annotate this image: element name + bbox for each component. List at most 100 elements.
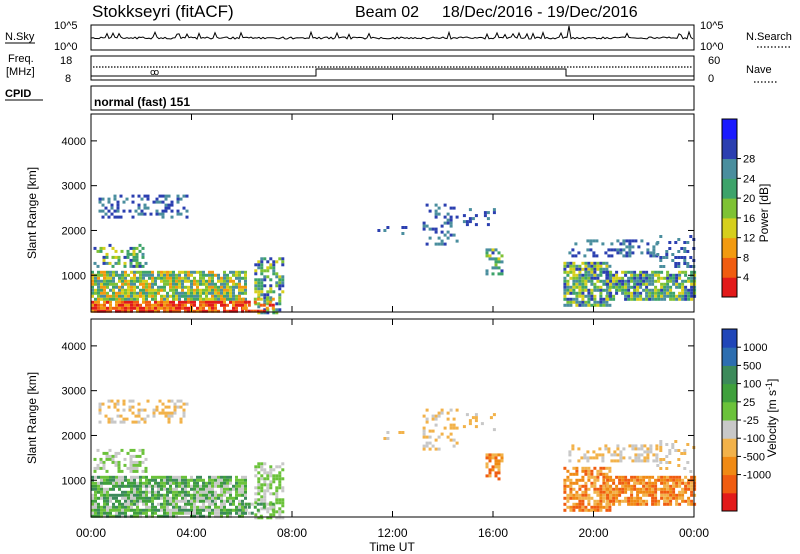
scatter-cell — [690, 502, 694, 506]
scatter-cell — [581, 291, 585, 295]
scatter-cell — [214, 306, 217, 310]
scatter-cell — [169, 309, 172, 313]
scatter-cell — [449, 218, 453, 222]
scatter-cell — [648, 493, 652, 497]
scatter-cell — [103, 291, 106, 295]
scatter-cell — [202, 484, 205, 488]
scatter-cell — [589, 456, 593, 460]
scatter-cell — [569, 508, 573, 512]
scatter-cell — [674, 265, 678, 268]
scatter-cell — [563, 270, 567, 274]
scatter-cell — [605, 264, 609, 268]
scatter-cell — [184, 306, 187, 310]
scatter-cell — [440, 411, 444, 415]
scatter-cell — [133, 300, 136, 304]
scatter-cell — [160, 505, 163, 509]
scatter-cell — [656, 464, 660, 467]
scatter-cell — [157, 306, 160, 310]
scatter-cell — [500, 272, 504, 276]
scatter-cell — [166, 502, 169, 506]
scatter-cell — [269, 465, 273, 469]
scatter-cell — [121, 276, 124, 280]
scatter-cell — [593, 508, 597, 512]
scatter-cell — [672, 297, 676, 301]
scatter-cell — [112, 502, 115, 506]
colorbar-swatch — [722, 277, 737, 298]
scatter-cell — [497, 260, 501, 264]
scatter-cell — [176, 200, 180, 204]
scatter-cell — [572, 496, 576, 500]
freq-tick-lo: 8 — [65, 73, 71, 85]
scatter-cell — [187, 279, 190, 283]
scatter-cell — [164, 414, 168, 418]
scatter-cell — [235, 309, 238, 313]
scatter-cell — [666, 294, 670, 298]
scatter-cell — [217, 481, 220, 485]
scatter-cell — [100, 481, 103, 485]
scatter-cell — [494, 462, 498, 466]
scatter-cell — [238, 484, 241, 488]
scatter-cell — [581, 466, 585, 470]
scatter-cell — [275, 486, 279, 490]
scatter-cell — [199, 490, 202, 494]
scatter-cell — [645, 502, 649, 506]
scatter-cell — [678, 282, 682, 286]
scatter-cell — [599, 300, 603, 304]
scatter-cell — [139, 478, 142, 482]
scatter-cell — [587, 303, 591, 307]
scatter-cell — [97, 297, 100, 301]
scatter-cell — [175, 502, 178, 506]
scatter-cell — [151, 306, 154, 310]
scatter-cell — [142, 484, 145, 488]
scatter-cell — [139, 481, 142, 485]
scatter-cell — [121, 484, 124, 488]
scatter-cell — [462, 425, 466, 429]
scatter-cell — [121, 288, 124, 292]
scatter-cell — [642, 481, 646, 485]
scatter-cell — [208, 481, 211, 485]
scatter-cell — [164, 203, 168, 207]
scatter-cell — [275, 272, 279, 276]
scatter-cell — [118, 484, 121, 488]
scatter-cell — [639, 273, 643, 277]
scatter-cell — [602, 493, 606, 497]
scatter-cell — [675, 282, 679, 286]
scatter-cell — [621, 481, 625, 485]
scatter-cell — [109, 300, 112, 304]
scatter-cell — [624, 481, 628, 485]
scatter-cell — [121, 306, 124, 310]
scatter-cell — [211, 273, 214, 277]
scatter-cell — [137, 203, 141, 207]
scatter-cell — [446, 218, 450, 222]
scatter-cell — [238, 511, 241, 515]
scatter-cell — [624, 285, 628, 289]
scatter-cell — [122, 399, 126, 403]
scatter-cell — [660, 490, 664, 494]
scatter-cell — [690, 285, 694, 289]
scatter-cell — [135, 258, 139, 262]
scatter-cell — [666, 285, 670, 289]
scatter-cell — [178, 484, 181, 488]
scatter-cell — [587, 276, 591, 280]
scatter-cell — [123, 457, 127, 461]
scatter-cell — [124, 478, 127, 482]
scatter-cell — [133, 291, 136, 295]
scatter-cell — [148, 276, 151, 280]
scatter-cell — [112, 273, 115, 277]
scatter-cell — [139, 511, 142, 515]
scatter-cell — [474, 223, 478, 227]
freq-strip: Freq. [MHz] 18 8 60 0 Nave ꝏ — [6, 53, 778, 85]
scatter-cell — [678, 475, 682, 479]
scatter-cell — [109, 309, 112, 313]
scatter-cell — [91, 514, 94, 518]
scatter-cell — [572, 270, 576, 274]
scatter-cell — [184, 309, 187, 313]
scatter-cell — [114, 261, 118, 265]
scatter-cell — [572, 291, 576, 295]
scatter-cell — [260, 281, 264, 285]
scatter-cell — [589, 239, 593, 243]
scatter-cell — [437, 414, 441, 418]
scatter-cell — [244, 475, 247, 479]
scatter-cell — [678, 273, 682, 277]
scatter-cell — [220, 505, 223, 509]
